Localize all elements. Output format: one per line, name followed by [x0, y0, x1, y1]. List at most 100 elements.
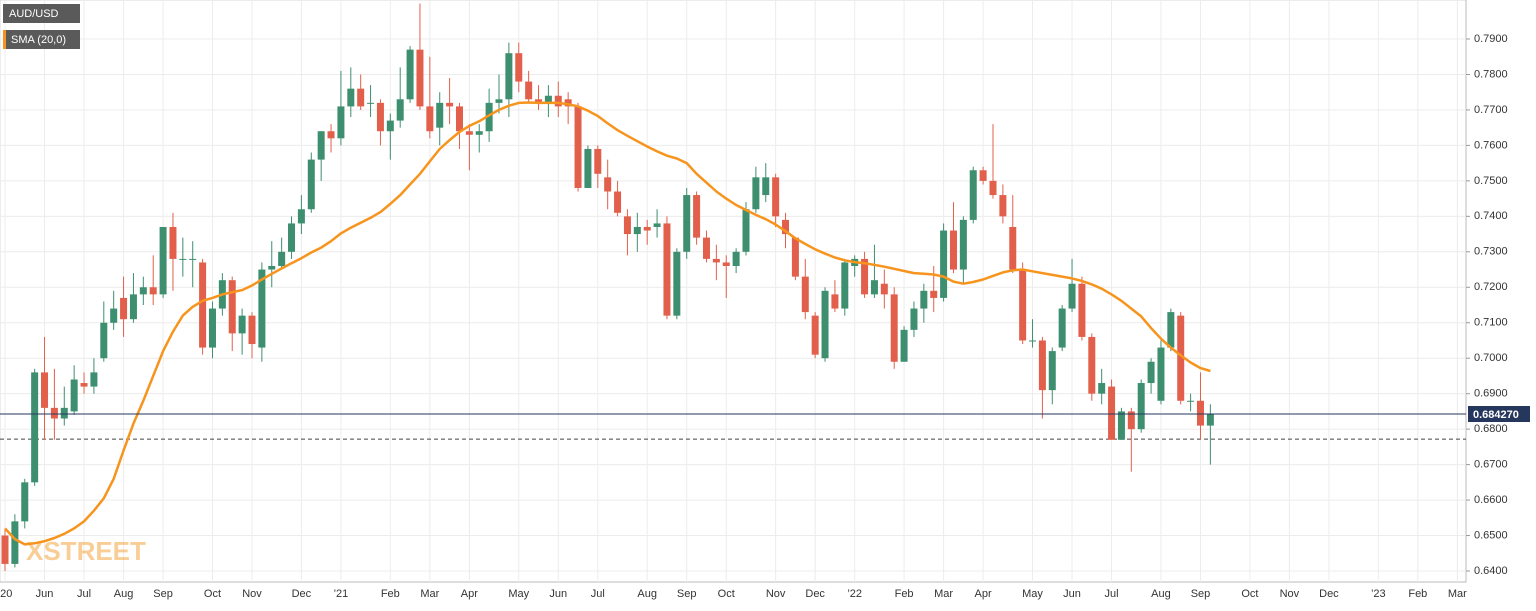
candle-body: [199, 262, 207, 348]
legend: AUD/USD SMA (20,0): [3, 4, 80, 49]
x-tick-label: Nov: [1280, 588, 1300, 600]
y-tick-label: 0.6700: [1474, 459, 1508, 471]
candle-body: [149, 287, 157, 295]
x-tick-label: May: [508, 588, 529, 600]
candle-body: [831, 294, 839, 309]
x-tick-label: Aug: [114, 588, 134, 600]
candle-body: [228, 280, 236, 334]
candle-body: [920, 290, 928, 309]
marks: [0, 3, 1466, 572]
candle-body: [821, 290, 829, 359]
legend-box: [3, 4, 80, 23]
candle-body: [70, 379, 78, 412]
candle-body: [1009, 226, 1017, 270]
candle-body: [752, 177, 760, 210]
x-tick-label: Dec: [292, 588, 312, 600]
candle-body: [861, 258, 869, 295]
candle-body: [1177, 315, 1185, 401]
candle-body: [1088, 336, 1096, 394]
candle-body: [31, 372, 39, 483]
candle-body: [11, 521, 19, 564]
candle-body: [949, 230, 957, 270]
candle-body: [258, 269, 266, 348]
candle-body: [327, 131, 335, 139]
x-tick-label: Mar: [420, 588, 439, 600]
candle-body: [406, 49, 414, 100]
y-tick-label: 0.7700: [1474, 104, 1508, 116]
x-tick-label: Sep: [677, 588, 697, 600]
x-tick-label: Mar: [1448, 588, 1467, 600]
x-tick-label: Aug: [1151, 588, 1171, 600]
candle-body: [169, 226, 177, 259]
candle-body: [357, 88, 365, 107]
x-tick-label: Dec: [805, 588, 825, 600]
x-tick-label: Mar: [934, 588, 953, 600]
candle-body: [732, 251, 740, 266]
candle-body: [841, 262, 849, 309]
candle-body: [623, 216, 631, 235]
candle-body: [782, 219, 790, 235]
candle-body: [1038, 340, 1046, 391]
candle-body: [238, 315, 246, 334]
y-tick-label: 0.7400: [1474, 210, 1508, 222]
candle-body: [1157, 347, 1165, 401]
candle-body: [288, 223, 296, 252]
candle-body: [1117, 411, 1125, 440]
candle-body: [1098, 383, 1106, 394]
candle-body: [465, 131, 473, 135]
x-tick-label: Feb: [895, 588, 914, 600]
candle-body: [1137, 383, 1145, 430]
candle-body: [50, 407, 58, 419]
candle-body: [1187, 400, 1195, 402]
x-tick-label: Jun: [549, 588, 567, 600]
candle-body: [278, 251, 286, 266]
y-tick-label: 0.6800: [1474, 423, 1508, 435]
candle-body: [60, 407, 68, 419]
candle-body: [722, 262, 730, 266]
x-tick-label: Apr: [461, 588, 478, 600]
candle-body: [1108, 386, 1116, 440]
candle-body: [376, 102, 384, 132]
candle-body: [979, 170, 987, 181]
candle-body: [791, 237, 799, 277]
candle-body: [544, 95, 552, 103]
candle-body: [1196, 400, 1204, 426]
candle-body: [307, 159, 315, 210]
y-tick-label: 0.7300: [1474, 246, 1508, 258]
candle-body: [426, 106, 434, 132]
y-tick-label: 0.7100: [1474, 317, 1508, 329]
x-tick-label: ’20: [0, 588, 12, 600]
candle-body: [129, 294, 137, 320]
candle-body: [989, 180, 997, 196]
x-tick-label: Aug: [637, 588, 657, 600]
candle-body: [1167, 312, 1175, 348]
candle-body: [999, 195, 1007, 217]
candle-body: [584, 148, 592, 188]
y-tick-label: 0.6500: [1474, 529, 1508, 541]
candle-body: [386, 120, 394, 132]
candle-body: [1127, 411, 1135, 430]
x-tick-label: Jun: [1063, 588, 1081, 600]
candle-body: [712, 258, 720, 263]
y-tick-label: 0.7000: [1474, 352, 1508, 364]
candle-body: [1, 535, 9, 564]
candle-body: [208, 308, 216, 348]
y-tick-label: 0.6400: [1474, 565, 1508, 577]
candle-body: [189, 258, 197, 260]
x-tick-label: Nov: [242, 588, 262, 600]
candle-body: [554, 95, 562, 107]
candle-body: [772, 177, 780, 217]
candle-body: [110, 308, 118, 323]
candle-body: [1078, 283, 1086, 337]
candle-body: [120, 297, 128, 320]
candle-body: [1019, 269, 1027, 341]
candle-body: [1206, 413, 1214, 426]
x-tick-label: Sep: [1191, 588, 1211, 600]
plot-area: [0, 0, 1467, 583]
x-tick-label: Oct: [204, 588, 221, 600]
candle-body: [614, 191, 622, 213]
legend-label: AUD/USD: [9, 8, 59, 20]
y-tick-label: 0.7200: [1474, 281, 1508, 293]
x-tick-label: Feb: [1408, 588, 1427, 600]
candle-body: [673, 251, 681, 316]
